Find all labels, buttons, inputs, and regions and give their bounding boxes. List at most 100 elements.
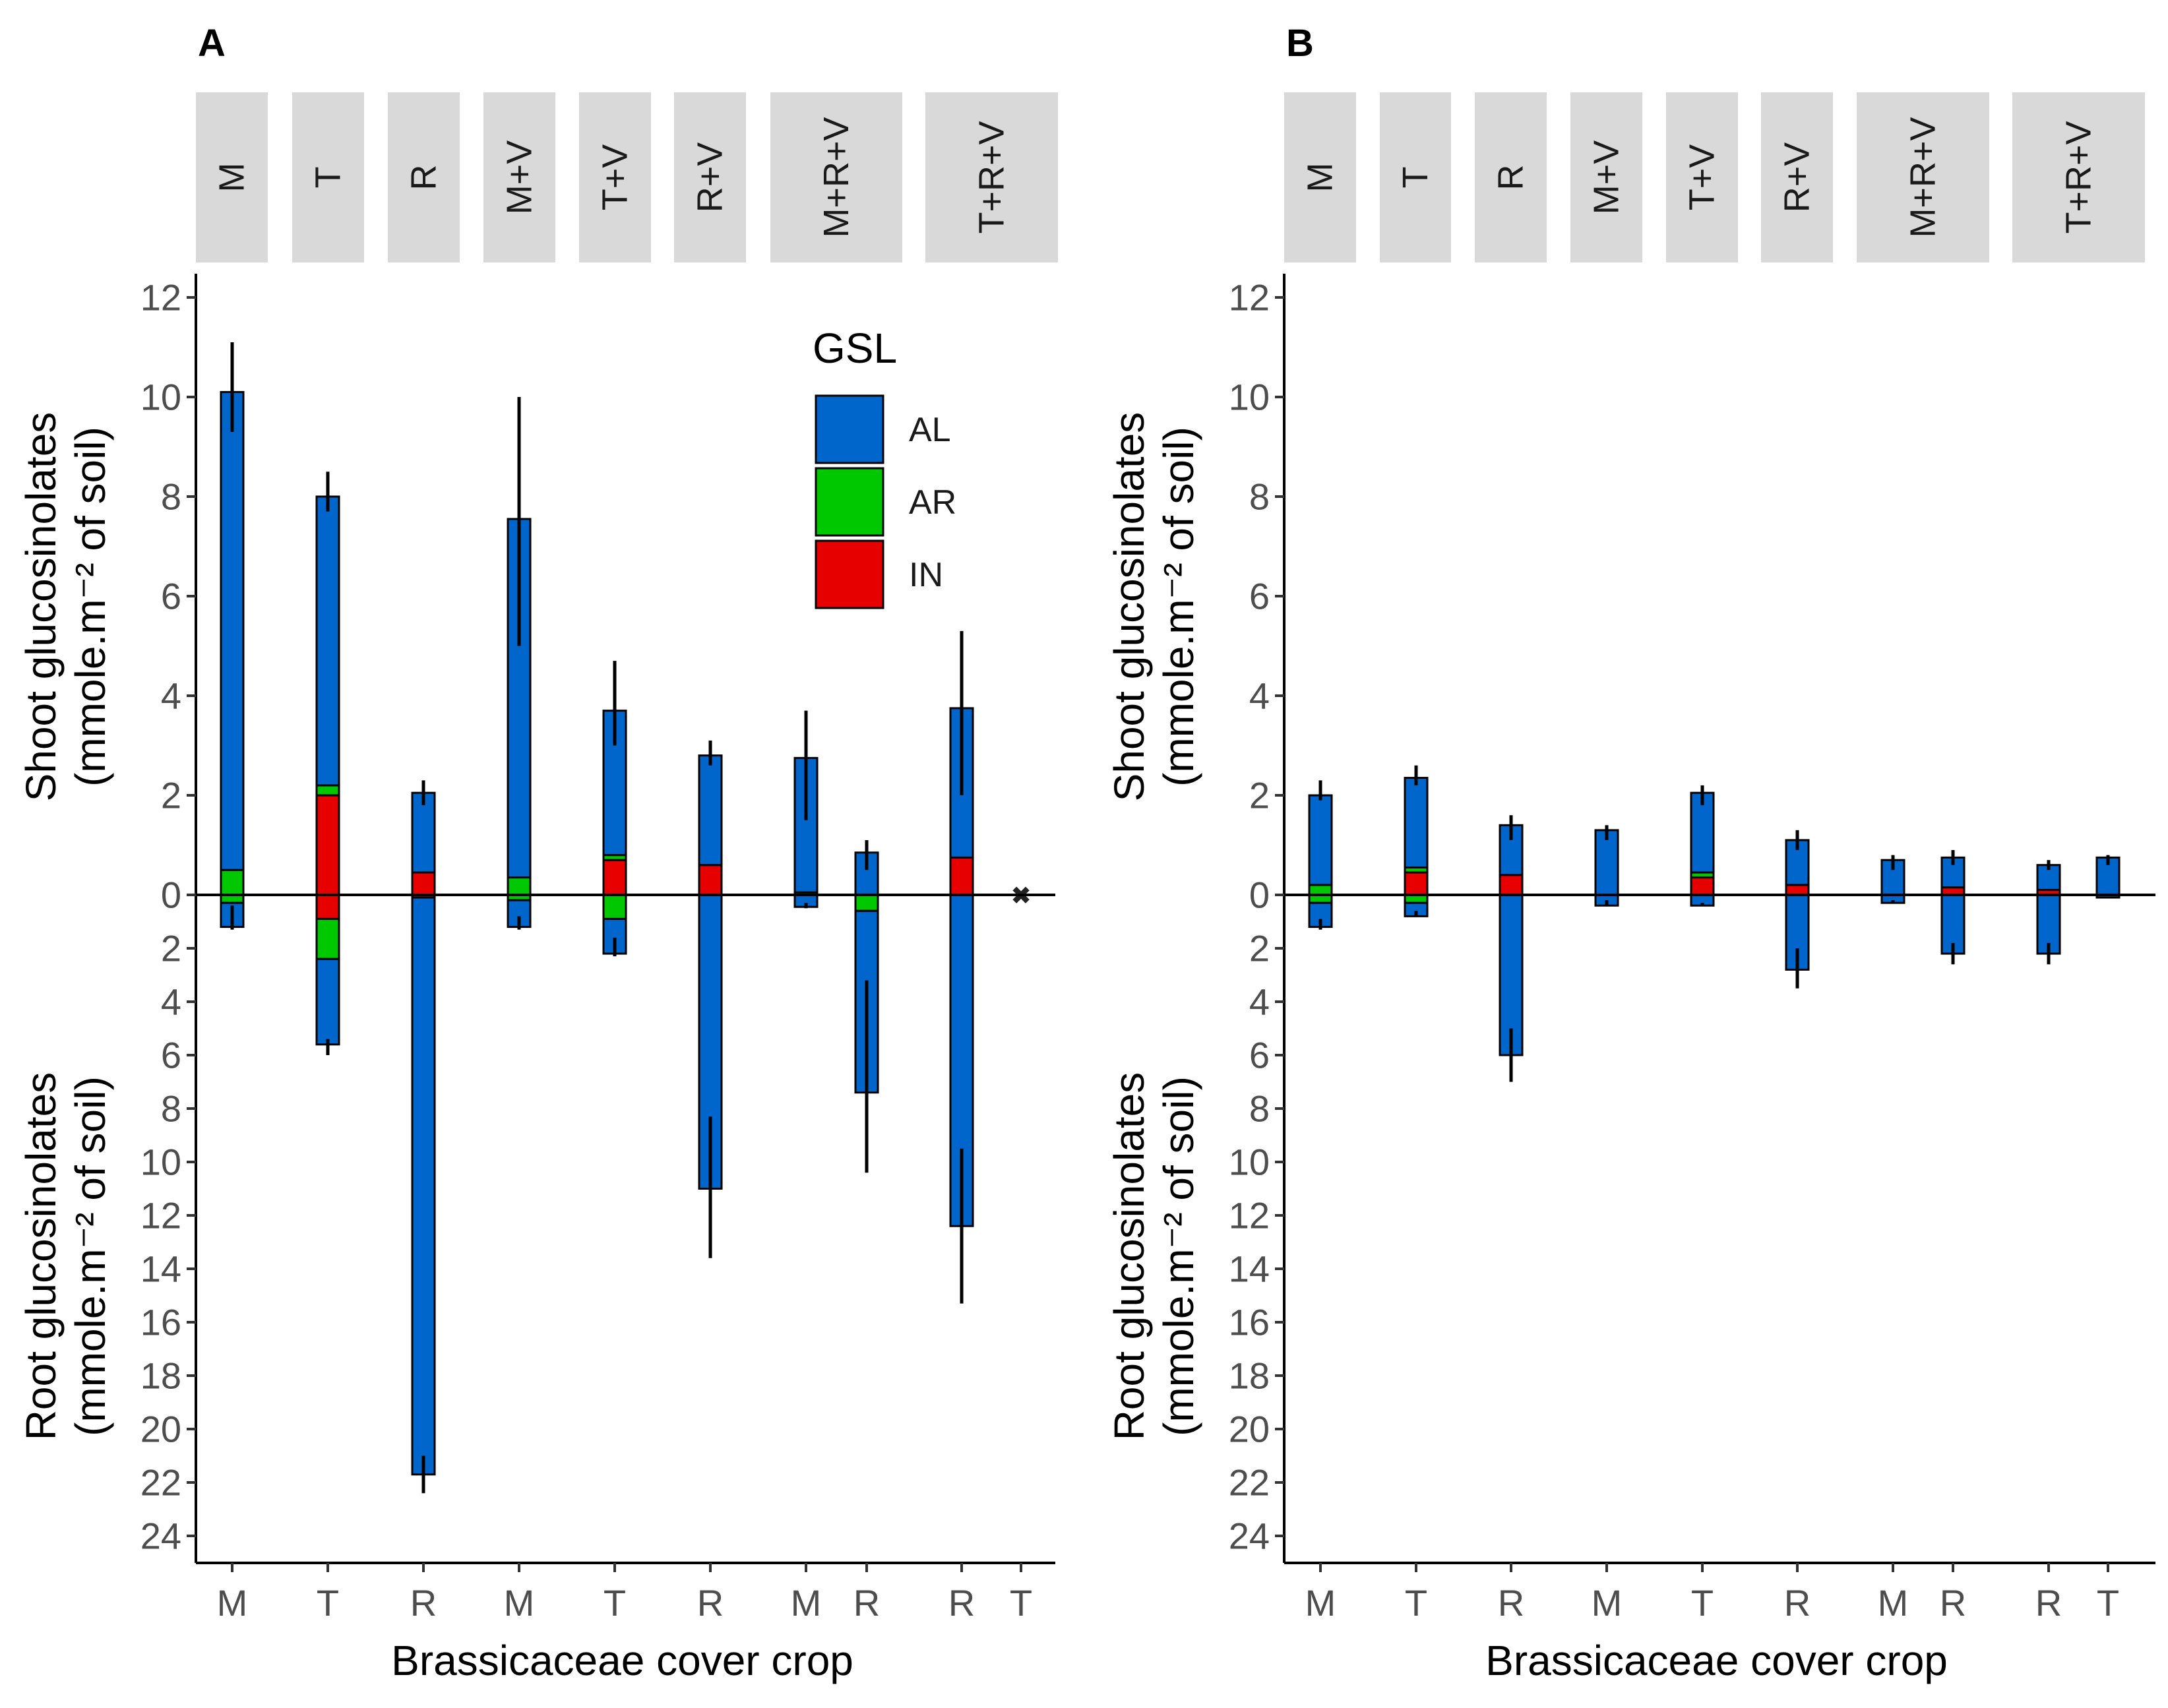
panel-b-x-tick-label: M [1878, 1582, 1909, 1624]
panel-b-shoot-axis-title: Shoot glucosinolates [1105, 412, 1153, 802]
panel-a-strip-bg-3 [483, 92, 555, 262]
legend-swatch-ar [815, 467, 884, 537]
panel-b-shoot-tick-label: 10 [1229, 377, 1270, 418]
panel-b-shoot-tick-label: 0 [1249, 874, 1270, 916]
panel-a-shoot-tick-label: 0 [161, 874, 181, 916]
panel-a-strip-bg-5 [674, 92, 746, 262]
panel-b-strip-label: M [1301, 163, 1340, 193]
panel-a-root-bar-ar [602, 894, 627, 920]
panel-b-root-tick-label: 6 [1249, 1035, 1270, 1076]
panel-a-root-tick-label: 4 [161, 981, 181, 1023]
panel-a-root-bar-al [411, 896, 436, 1476]
legend-label-ar: AR [909, 483, 956, 522]
panel-b-shoot-bar-al [1404, 777, 1429, 869]
panel-b-x-tick-label: R [1940, 1582, 1966, 1624]
panel-a-x-tick-label: R [948, 1582, 975, 1624]
panel-a-strip-label: T [309, 167, 348, 189]
panel-b-root-tick-label: 12 [1229, 1195, 1270, 1236]
panel-a-x-tick-label: M [504, 1582, 535, 1624]
panel-a-strip-bg-2 [388, 92, 460, 262]
panel-a-shoot-tick-label: 8 [161, 476, 181, 518]
panel-a-x-tick-label: M [791, 1582, 822, 1624]
panel-b-x-tick-label: R [2035, 1582, 2062, 1624]
panel-b: M T R M+V T+V R+V M+R+V T+R+V121086420246810121… [1105, 92, 2155, 1684]
panel-a-strip-label: T+V [596, 144, 635, 211]
panel-b-root-tick-label: 2 [1249, 928, 1270, 969]
panel-a-root-axis-title: Root glucosinolates [17, 1072, 65, 1441]
panel-a-root-bar-ar [315, 917, 340, 960]
panel-b-shoot-axis-unit: (mmole.m⁻² of soil) [1155, 427, 1202, 787]
panel-a-root-tick-label: 14 [140, 1248, 181, 1290]
panel-a-strip-label: M [212, 163, 252, 193]
panel-b-root-tick-label: 8 [1249, 1088, 1270, 1130]
panel-a-x-tick-label: T [1010, 1582, 1032, 1624]
panel-a-shoot-tick-label: 6 [161, 576, 181, 617]
panel-a-shoot-bar-al [698, 754, 723, 867]
panel-a-strip-bg-0 [196, 92, 268, 262]
panel-a-shoot-tick-label: 4 [161, 675, 181, 717]
panel-a-x-tick-label: T [604, 1582, 626, 1624]
panel-b-root-tick-label: 14 [1229, 1248, 1270, 1290]
panel-b-x-tick-label: M [1305, 1582, 1336, 1624]
panel-a-root-bar-in [315, 894, 340, 920]
panel-a-shoot-tick-label: 10 [140, 377, 181, 418]
panel-a-root-tick-label: 16 [140, 1302, 181, 1343]
panel-b-root-axis-unit: (mmole.m⁻² of soil) [1155, 1076, 1202, 1436]
panel-a-x-tick-label: T [317, 1582, 339, 1624]
panel-a-root-axis-unit: (mmole.m⁻² of soil) [67, 1076, 114, 1436]
panel-a-root-bar-al [507, 899, 532, 929]
panel-b-root-tick-label: 24 [1229, 1515, 1270, 1557]
panel-a-root-tick-label: 18 [140, 1355, 181, 1397]
panel-a-shoot-tick-label: 2 [161, 775, 181, 816]
panel-a-x-tick-label: R [410, 1582, 437, 1624]
panel-a-strip-bg-7 [925, 92, 1058, 262]
panel-a-shoot-bar-in [698, 864, 723, 896]
panel-a-shoot-bar-al [220, 390, 245, 871]
panel-b-strip-bg-5 [1761, 92, 1833, 262]
panel-b-x-tick-label: M [1592, 1582, 1623, 1624]
panel-b-x-tick-label: T [1691, 1582, 1714, 1624]
panel-a-shoot-bar-in [315, 794, 340, 896]
legend-swatch-in [815, 539, 884, 609]
panel-b-strip-label: T+V [1683, 144, 1722, 211]
panel-a-root-bar-al [315, 958, 340, 1046]
panel-b-root-tick-label: 20 [1229, 1409, 1270, 1450]
panel-b-strip-bg-2 [1475, 92, 1547, 262]
panel-b-x-tick-label: R [1784, 1582, 1811, 1624]
legend-label-al: AL [909, 411, 951, 449]
panel-b-strip-bg-6 [1857, 92, 1989, 262]
panel-b-shoot-tick-label: 6 [1249, 576, 1270, 617]
panel-a-strip-label: R [404, 165, 444, 191]
panel-a-shoot-bar-ar [315, 784, 340, 797]
panel-a-x-axis-title: Brassicaceae cover crop [391, 1637, 853, 1684]
panel-a-strip-bg-6 [770, 92, 902, 262]
panel-b-root-tick-label: 16 [1229, 1302, 1270, 1343]
panel-b-root-tick-label: 10 [1229, 1142, 1270, 1183]
legend: GSL AL AR IN [813, 324, 956, 609]
panel-a-shoot-bar-al [315, 495, 340, 787]
panel-a-root-tick-label: 6 [161, 1035, 181, 1076]
panel-b-strip-label: R+V [1778, 142, 1817, 213]
panel-a-shoot-bar-in [602, 859, 627, 896]
panel-b-strip-label: M+V [1587, 140, 1626, 215]
panel-b-strip-label: T+R+V [2059, 121, 2099, 233]
panel-a-root-tick-label: 2 [161, 928, 181, 969]
panel-b-root-tick-label: 4 [1249, 981, 1270, 1023]
panel-b-shoot-bar-al [1690, 791, 1715, 874]
panel-a-shoot-tick-label: 12 [140, 277, 181, 319]
panel-b-shoot-tick-label: 12 [1229, 277, 1270, 319]
panel-a-root-tick-label: 22 [140, 1462, 181, 1504]
panel-b-strip-bg-7 [2012, 92, 2145, 262]
panel-a-shoot-axis-unit: (mmole.m⁻² of soil) [67, 427, 114, 787]
panel-b-shoot-bar-in [1785, 884, 1810, 896]
panel-b-root-tick-label: 18 [1229, 1355, 1270, 1397]
panel-b-tag: B [1286, 22, 1314, 65]
panel-b-strip-bg-1 [1380, 92, 1451, 262]
panel-a-strip-bg-4 [579, 92, 651, 262]
panel-a-root-tick-label: 8 [161, 1088, 181, 1130]
panel-a-strip-label: R+V [691, 142, 730, 213]
panel-a-shoot-axis-title: Shoot glucosinolates [17, 412, 65, 802]
panel-a-shoot-bar-ar [220, 869, 245, 896]
panel-b-shoot-bar-in [1499, 874, 1524, 896]
panel-a-strip-label: M+R+V [817, 117, 856, 237]
